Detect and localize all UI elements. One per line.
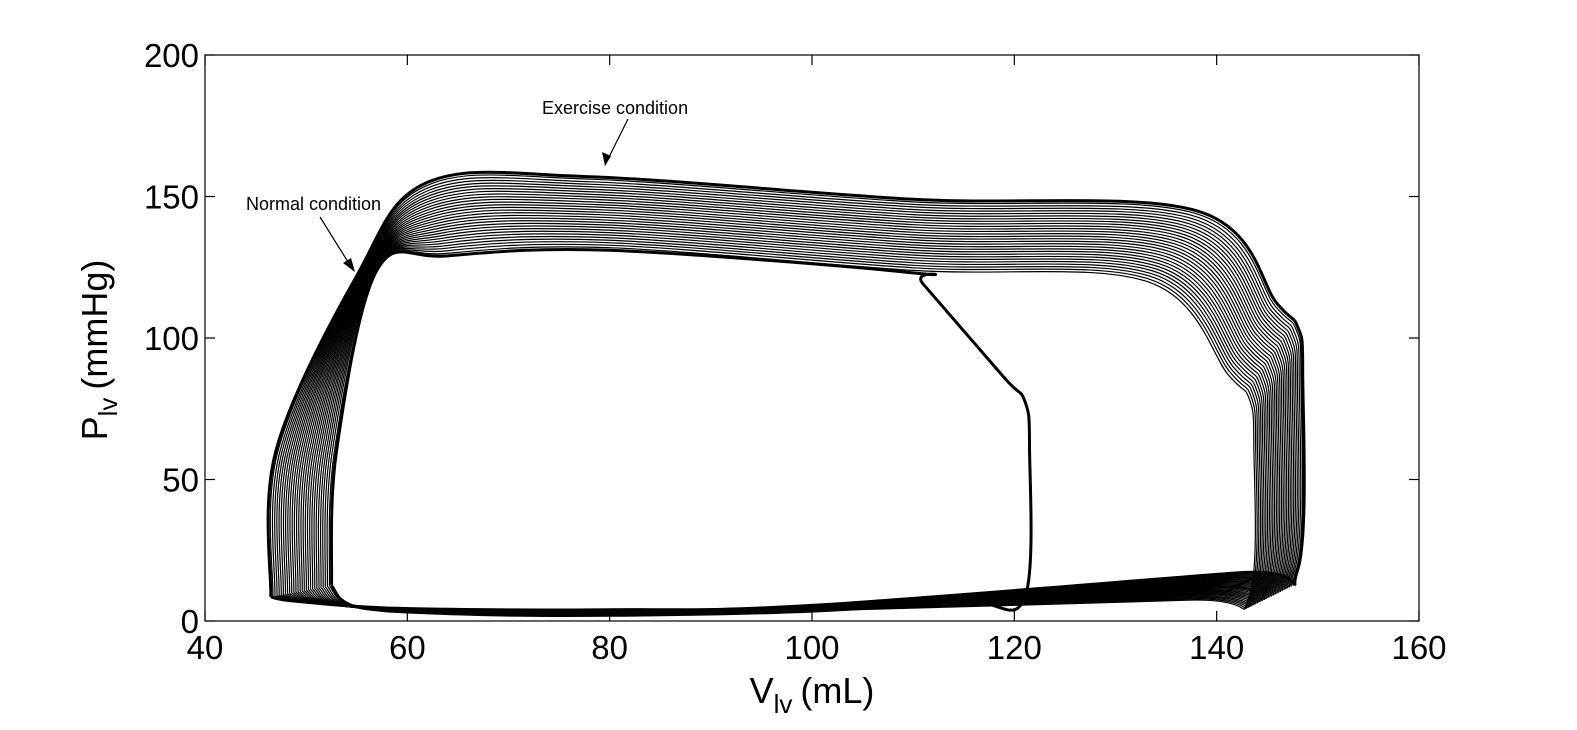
annotations: Exercise condition Normal condition (246, 98, 688, 272)
x-tick-label: 60 (389, 629, 426, 666)
annotation-exercise-arrowhead (602, 152, 611, 166)
x-tick-label: 100 (784, 629, 839, 666)
x-axis-ticks: 40 60 80 100 120 140 160 (187, 55, 1447, 666)
y-tick-label: 200 (144, 37, 199, 74)
y-axis-label-main: P (74, 416, 115, 440)
y-tick-label: 150 (144, 179, 199, 216)
y-axis-label-sub: lv (93, 398, 123, 417)
annotation-normal-condition: Normal condition (246, 194, 381, 214)
pv-loop-line (266, 170, 1306, 612)
x-tick-label: 160 (1391, 629, 1446, 666)
y-axis-label: Plv (mmHg) (74, 260, 123, 441)
x-tick-label: 120 (987, 629, 1042, 666)
x-tick-label: 80 (591, 629, 628, 666)
y-tick-label: 100 (144, 320, 199, 357)
x-axis-label-unit: (mL) (800, 670, 874, 711)
annotation-normal-arrowhead (343, 258, 355, 272)
y-tick-label: 50 (162, 462, 199, 499)
x-tick-label: 40 (187, 629, 224, 666)
x-axis-label: Vlv (mL) (750, 670, 875, 719)
x-axis-label-main: V (750, 670, 774, 711)
x-axis-label-sub: lv (774, 689, 793, 719)
y-axis-label-unit: (mmHg) (74, 260, 115, 390)
y-tick-label: 0 (181, 603, 199, 640)
annotation-exercise-condition: Exercise condition (542, 98, 688, 118)
plot-area (205, 55, 1419, 621)
x-tick-label: 140 (1189, 629, 1244, 666)
y-axis-ticks: 0 50 100 150 200 (144, 37, 1419, 640)
